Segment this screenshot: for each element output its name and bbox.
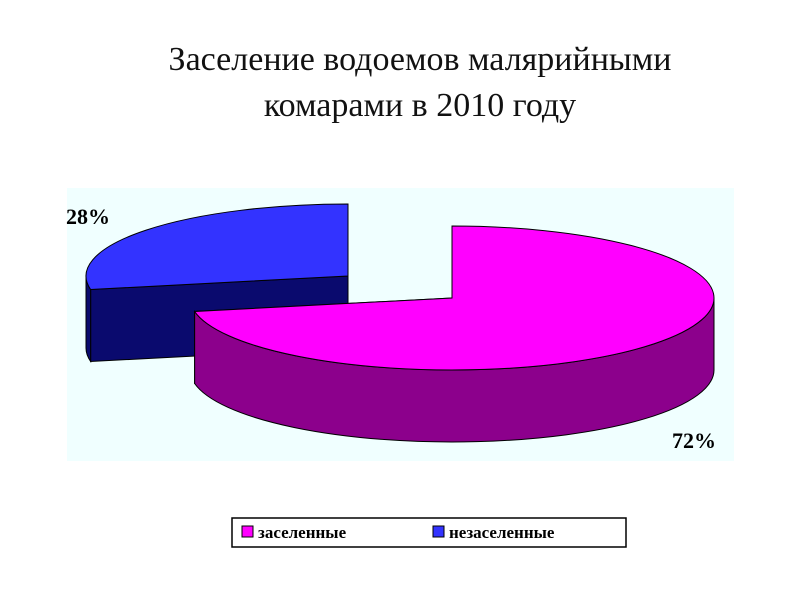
slice-top-zaselennye [193,225,715,371]
data-label-zaselennye: 72% [672,428,716,453]
chart-title-line-2: комарами в 2010 году [264,87,576,124]
legend-swatch-nezaselennye [432,525,445,538]
pie-group [85,203,715,443]
legend: заселенные незаселенные [231,517,627,548]
legend-swatch-zaselennye [241,525,254,538]
data-label-nezaselennye: 28% [66,204,110,229]
chart-title-line-1: Заселение водоемов малярийными [169,41,672,78]
legend-label-nezaselennye: незаселенные [449,523,555,542]
legend-box [231,517,627,548]
legend-label-zaselennye: заселенные [258,523,347,542]
slice-top-nezaselennye [85,203,349,291]
